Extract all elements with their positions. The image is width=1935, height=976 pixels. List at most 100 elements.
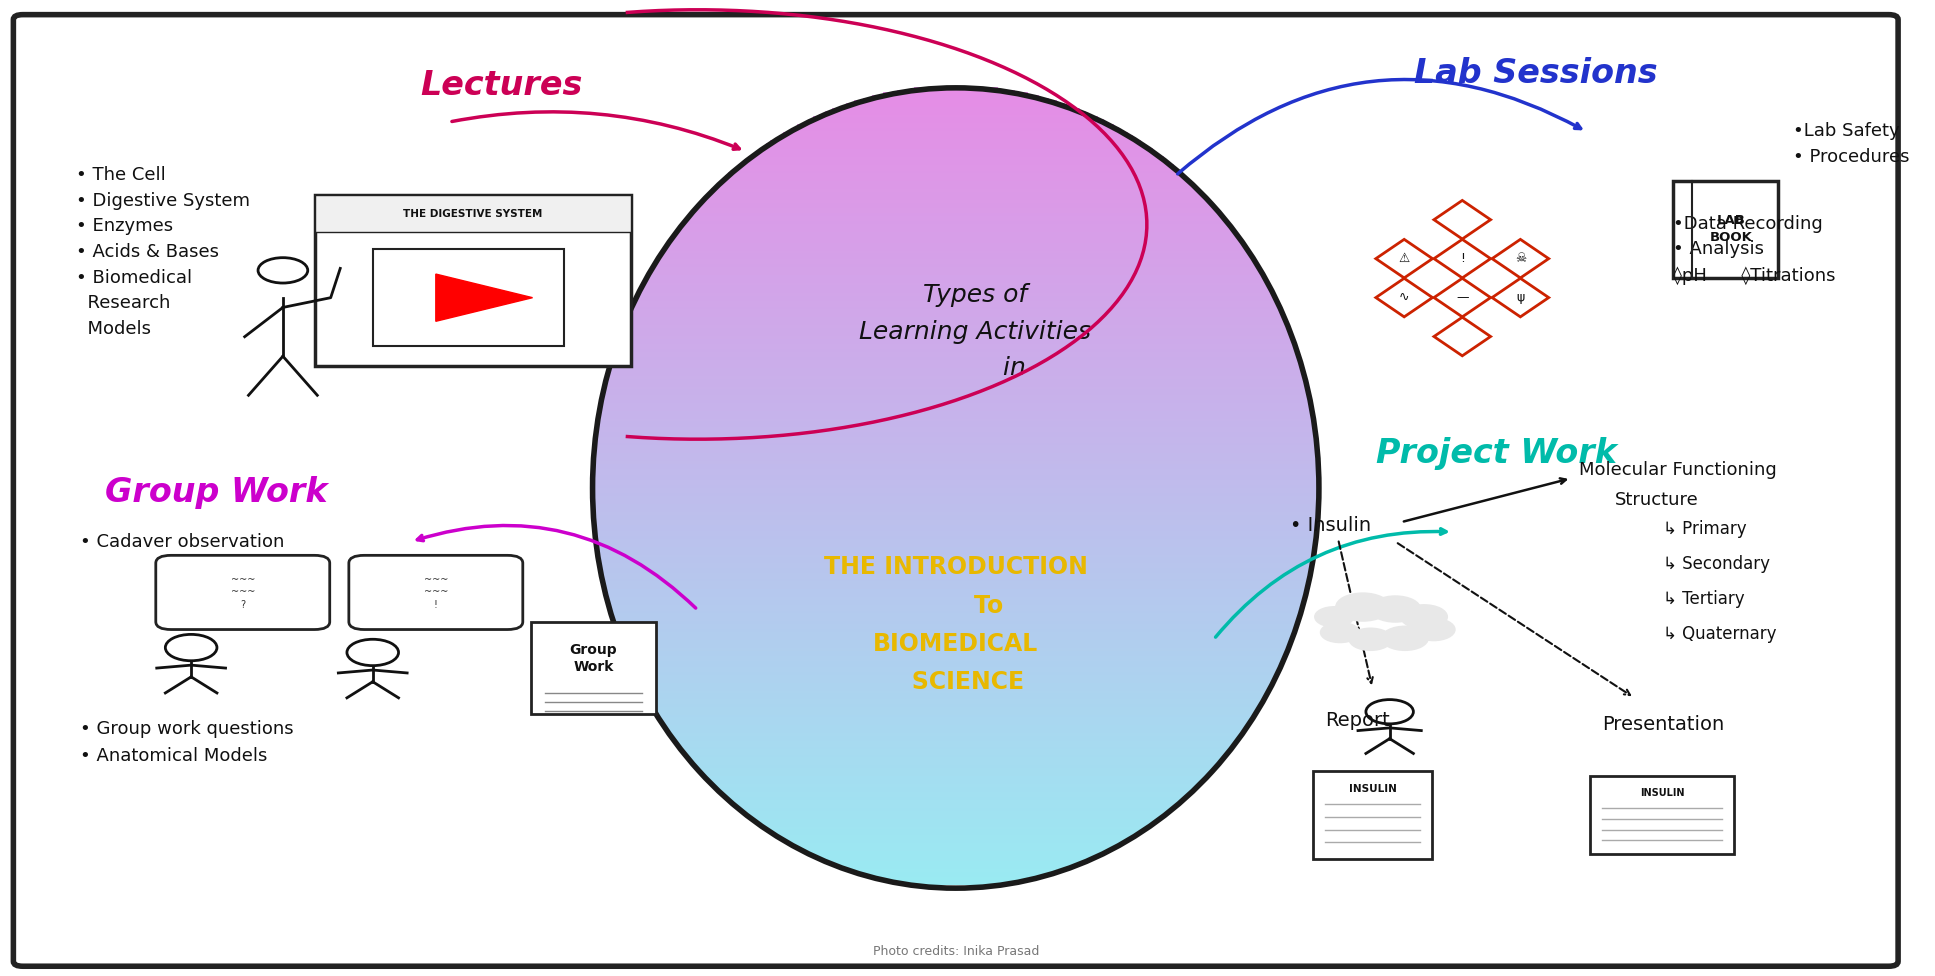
Bar: [652, 265, 1260, 269]
Text: INSULIN: INSULIN: [1639, 788, 1683, 797]
Text: !: !: [1459, 252, 1465, 265]
Bar: [629, 658, 1283, 662]
Bar: [737, 164, 1175, 168]
Bar: [611, 610, 1300, 613]
Bar: [594, 444, 1318, 448]
Bar: [613, 348, 1296, 352]
Bar: [675, 231, 1236, 234]
Bar: [635, 298, 1277, 302]
Bar: [832, 861, 1080, 864]
Text: ⚠: ⚠: [1399, 252, 1411, 265]
Bar: [610, 604, 1302, 608]
Text: • The Cell
• Digestive System
• Enzymes
• Acids & Bases
• Biomedical
  Research
: • The Cell • Digestive System • Enzymes …: [77, 166, 250, 338]
Bar: [600, 404, 1312, 408]
Bar: [598, 415, 1314, 419]
Bar: [735, 802, 1176, 805]
Bar: [602, 391, 1308, 394]
Circle shape: [1401, 605, 1447, 629]
Bar: [596, 436, 1316, 440]
Bar: [656, 712, 1256, 714]
Text: ↳ Secondary: ↳ Secondary: [1662, 555, 1771, 573]
Bar: [687, 753, 1225, 757]
Text: Photo credits: Inika Prasad: Photo credits: Inika Prasad: [873, 945, 1039, 958]
Bar: [751, 815, 1161, 819]
Bar: [644, 690, 1267, 693]
Bar: [594, 461, 1318, 464]
Bar: [683, 221, 1229, 224]
Bar: [683, 749, 1229, 752]
Bar: [712, 188, 1200, 192]
Bar: [722, 178, 1188, 182]
Bar: [755, 151, 1157, 154]
Bar: [846, 866, 1066, 870]
Bar: [770, 829, 1142, 833]
Bar: [596, 538, 1316, 542]
Polygon shape: [1492, 239, 1548, 278]
Bar: [846, 102, 1066, 106]
Text: ~~~
~~~
!: ~~~ ~~~ !: [424, 575, 449, 610]
Text: INSULIN: INSULIN: [1349, 784, 1397, 793]
Bar: [788, 839, 1124, 843]
Bar: [619, 332, 1293, 336]
Bar: [594, 508, 1318, 512]
Bar: [679, 743, 1233, 747]
Bar: [671, 732, 1240, 736]
Bar: [596, 433, 1316, 437]
Bar: [654, 709, 1256, 712]
Bar: [594, 516, 1318, 520]
Bar: [613, 621, 1296, 624]
Bar: [592, 503, 1318, 507]
Bar: [598, 556, 1314, 560]
Bar: [838, 105, 1072, 109]
Text: ψ: ψ: [1517, 291, 1525, 305]
Bar: [596, 546, 1314, 549]
Bar: [735, 167, 1176, 171]
Bar: [639, 679, 1273, 683]
Bar: [646, 695, 1264, 699]
Bar: [913, 882, 998, 885]
Bar: [819, 855, 1091, 859]
Bar: [1591, 776, 1734, 854]
Text: ↳ Primary: ↳ Primary: [1662, 520, 1747, 538]
Bar: [853, 101, 1057, 103]
Text: ↳ Quaternary: ↳ Quaternary: [1662, 626, 1776, 643]
Bar: [596, 543, 1316, 547]
Text: ☠: ☠: [1515, 252, 1527, 265]
Bar: [706, 775, 1206, 779]
Bar: [592, 506, 1318, 509]
Text: THE DIGESTIVE SYSTEM: THE DIGESTIVE SYSTEM: [402, 209, 544, 219]
Text: Lab Sessions: Lab Sessions: [1414, 57, 1658, 90]
Bar: [617, 341, 1295, 344]
Bar: [315, 195, 631, 366]
Bar: [640, 684, 1269, 688]
Bar: [699, 202, 1213, 205]
Bar: [677, 228, 1235, 232]
Bar: [594, 447, 1318, 451]
Text: LAB
BOOK: LAB BOOK: [1709, 215, 1753, 244]
Bar: [608, 596, 1304, 600]
Bar: [716, 786, 1194, 790]
Bar: [596, 532, 1316, 536]
Bar: [685, 752, 1227, 754]
Bar: [637, 292, 1275, 296]
Bar: [623, 644, 1289, 648]
Bar: [664, 247, 1248, 251]
Bar: [635, 671, 1277, 674]
Bar: [623, 324, 1289, 328]
Bar: [726, 175, 1186, 179]
Bar: [662, 250, 1250, 253]
Bar: [759, 821, 1153, 824]
Bar: [598, 418, 1314, 422]
Bar: [608, 599, 1304, 603]
Bar: [759, 148, 1153, 152]
Bar: [615, 623, 1296, 627]
Bar: [687, 215, 1225, 219]
Bar: [689, 212, 1223, 216]
Bar: [631, 305, 1281, 309]
Bar: [592, 473, 1320, 477]
Bar: [596, 426, 1316, 429]
Bar: [770, 141, 1142, 143]
Bar: [654, 263, 1258, 266]
Bar: [650, 701, 1262, 704]
Bar: [606, 589, 1306, 592]
